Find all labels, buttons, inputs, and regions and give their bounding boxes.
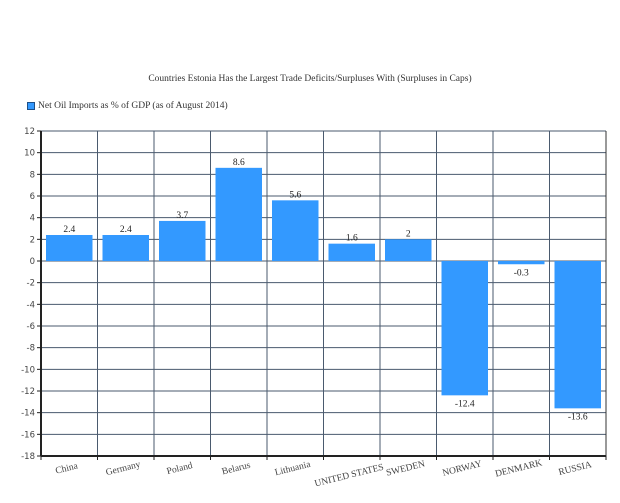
y-tick-label: 0 bbox=[30, 257, 35, 267]
y-tick-label: 12 bbox=[24, 127, 35, 137]
bar-value-label: 5.6 bbox=[289, 190, 301, 200]
bar bbox=[554, 261, 601, 409]
bar bbox=[498, 261, 545, 265]
y-tick-label: -12 bbox=[21, 387, 35, 397]
bar-value-label: 1.6 bbox=[346, 234, 358, 244]
y-tick-label: 6 bbox=[30, 192, 35, 202]
y-tick-label: -6 bbox=[27, 322, 35, 332]
y-tick-label: -2 bbox=[27, 279, 35, 289]
y-tick-label: -4 bbox=[27, 300, 35, 310]
legend-swatch-icon bbox=[27, 102, 35, 110]
y-tick-label: -16 bbox=[21, 430, 35, 440]
bar-value-label: 3.7 bbox=[176, 211, 188, 221]
y-tick-label: 4 bbox=[30, 214, 35, 224]
bar bbox=[46, 235, 93, 261]
bar bbox=[385, 239, 432, 261]
legend-label: Net Oil Imports as % of GDP (as of Augus… bbox=[38, 101, 228, 111]
y-tick-label: 10 bbox=[24, 149, 35, 159]
bar bbox=[159, 220, 206, 261]
bar bbox=[441, 261, 488, 396]
bar bbox=[328, 243, 375, 261]
x-category-label: NORWAY bbox=[442, 459, 484, 478]
x-category-label: Belarus bbox=[221, 461, 252, 478]
bar-value-label: 2.4 bbox=[120, 225, 132, 235]
x-category-label: UNITED STATES bbox=[314, 463, 385, 490]
y-tick-label: -18 bbox=[21, 452, 35, 462]
y-tick-label: 2 bbox=[30, 235, 35, 245]
bar-value-label: -12.4 bbox=[455, 399, 475, 409]
chart-title: Countries Estonia Has the Largest Trade … bbox=[148, 74, 472, 84]
x-category-label: Lithuania bbox=[274, 460, 313, 479]
bar-value-label: -0.3 bbox=[514, 268, 529, 278]
y-tick-label: -8 bbox=[27, 344, 35, 354]
x-category-label: DENMARK bbox=[494, 458, 543, 479]
x-category-label: Poland bbox=[166, 461, 194, 477]
legend: Net Oil Imports as % of GDP (as of Augus… bbox=[27, 101, 228, 111]
bar bbox=[102, 235, 149, 261]
y-tick-label: 8 bbox=[30, 170, 35, 180]
y-tick-label: -14 bbox=[21, 409, 35, 419]
bar-value-label: -13.6 bbox=[568, 412, 588, 422]
bar-value-label: 2.4 bbox=[63, 225, 75, 235]
bar bbox=[215, 167, 262, 261]
bar-value-label: 2 bbox=[406, 229, 411, 239]
bar bbox=[272, 200, 319, 261]
bar-value-label: 8.6 bbox=[233, 158, 245, 168]
x-category-label: RUSSIA bbox=[558, 460, 593, 478]
x-category-label: Germany bbox=[105, 460, 142, 478]
x-category-label: SWEDEN bbox=[385, 459, 426, 478]
x-category-label: China bbox=[55, 461, 80, 476]
y-tick-label: -10 bbox=[21, 365, 35, 375]
